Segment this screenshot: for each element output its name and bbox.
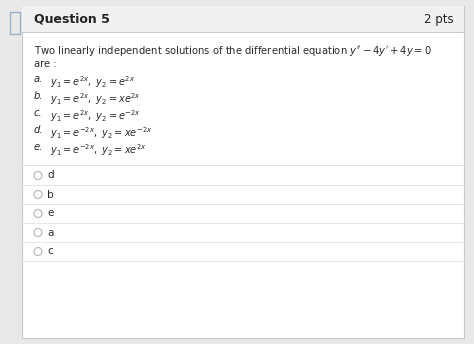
Text: a.: a. [34,74,43,84]
Text: d: d [47,171,54,181]
Text: a: a [47,227,54,237]
Text: e.: e. [34,142,43,152]
Text: $y_1 = e^{2x},\ y_2 = xe^{2x}$: $y_1 = e^{2x},\ y_2 = xe^{2x}$ [50,91,141,107]
Text: c.: c. [34,108,43,118]
Text: are :: are : [34,59,56,69]
FancyBboxPatch shape [22,6,464,338]
Text: b: b [47,190,54,200]
Text: $y_1 = e^{-2x},\ y_2 = xe^{2x}$: $y_1 = e^{-2x},\ y_2 = xe^{2x}$ [50,142,147,158]
Text: $y_1 = e^{2x},\ y_2 = e^{2x}$: $y_1 = e^{2x},\ y_2 = e^{2x}$ [50,74,135,90]
Text: 2 pts: 2 pts [424,12,454,25]
Text: b.: b. [34,91,44,101]
Text: c: c [47,247,53,257]
Text: $y_1 = e^{-2x},\ y_2 = xe^{-2x}$: $y_1 = e^{-2x},\ y_2 = xe^{-2x}$ [50,125,153,141]
Bar [22,6,464,32]
Text: Question 5: Question 5 [34,12,110,25]
Text: e: e [47,208,54,218]
Text: d.: d. [34,125,44,135]
Text: Two linearly independent solutions of the differential equation $y'' - 4y' + 4y : Two linearly independent solutions of th… [34,44,432,58]
Text: $y_1 = e^{2x},\ y_2 = e^{-2x}$: $y_1 = e^{2x},\ y_2 = e^{-2x}$ [50,108,141,124]
Bar [10,12,20,34]
